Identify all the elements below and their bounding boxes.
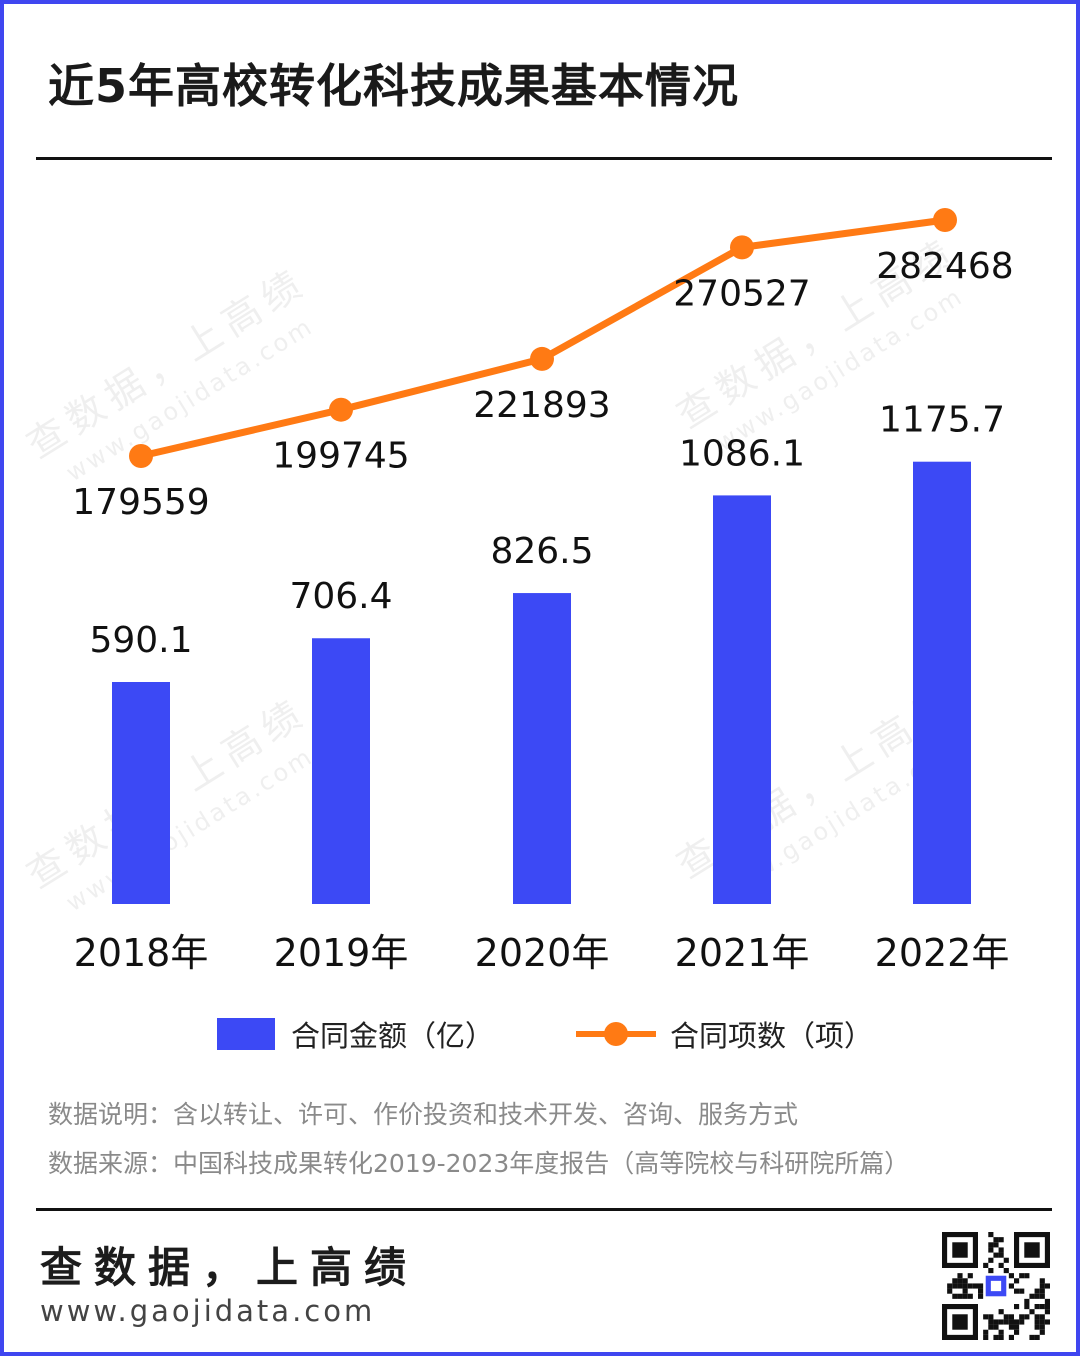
x-tick-label-3: 2021年 bbox=[675, 931, 810, 975]
bar-label-3: 1086.1 bbox=[679, 433, 805, 474]
footer-brand-slogan: 查数据，上高绩 bbox=[40, 1243, 419, 1292]
footer-divider bbox=[36, 1208, 1052, 1211]
x-tick-label-4: 2022年 bbox=[875, 931, 1010, 975]
x-tick-label-2: 2020年 bbox=[475, 931, 610, 975]
line-label-4: 282468 bbox=[876, 246, 1013, 287]
bar-4 bbox=[913, 461, 971, 904]
bar-label-1: 706.4 bbox=[289, 576, 392, 617]
bar-2 bbox=[513, 593, 571, 904]
footer-website-link[interactable]: www.gaojidata.com bbox=[40, 1294, 376, 1328]
bar-label-4: 1175.7 bbox=[879, 400, 1005, 441]
bar-0 bbox=[112, 682, 170, 904]
legend-bar-swatch bbox=[217, 1018, 275, 1050]
bar-label-0: 590.1 bbox=[89, 620, 192, 661]
x-tick-label-1: 2019年 bbox=[274, 931, 409, 975]
qr-code-icon[interactable] bbox=[940, 1232, 1052, 1340]
legend-line-swatch bbox=[576, 1018, 656, 1050]
bar-1 bbox=[312, 638, 370, 904]
line-label-3: 270527 bbox=[673, 273, 810, 314]
line-point-4 bbox=[933, 208, 957, 232]
legend-item-contract-count: 合同项数（项） bbox=[576, 1012, 873, 1056]
title-divider bbox=[36, 157, 1052, 160]
line-point-2 bbox=[530, 346, 554, 371]
legend-item-contract-amount: 合同金额（亿） bbox=[217, 1012, 494, 1056]
line-point-3 bbox=[730, 235, 754, 260]
data-description-note: 数据说明：含以转让、许可、作价投资和技术开发、咨询、服务方式 bbox=[48, 1100, 799, 1129]
legend-label-contract-amount: 合同金额（亿） bbox=[291, 1019, 495, 1053]
line-point-0 bbox=[129, 444, 153, 468]
x-tick-label-0: 2018年 bbox=[74, 931, 209, 975]
data-source-note: 数据来源：中国科技成果转化2019-2023年度报告（高等院校与科研院所篇） bbox=[48, 1149, 910, 1178]
line-label-1: 199745 bbox=[272, 436, 409, 477]
chart-legend: 合同金额（亿） 合同项数（项） bbox=[4, 1012, 1076, 1056]
line-point-1 bbox=[329, 397, 353, 422]
legend-label-contract-count: 合同项数（项） bbox=[670, 1019, 874, 1053]
bar-3 bbox=[713, 495, 771, 904]
bar-label-2: 826.5 bbox=[490, 531, 593, 572]
chart-title: 近5年高校转化科技成果基本情况 bbox=[48, 59, 740, 113]
line-label-2: 221893 bbox=[473, 385, 610, 426]
line-label-0: 179559 bbox=[72, 482, 209, 523]
